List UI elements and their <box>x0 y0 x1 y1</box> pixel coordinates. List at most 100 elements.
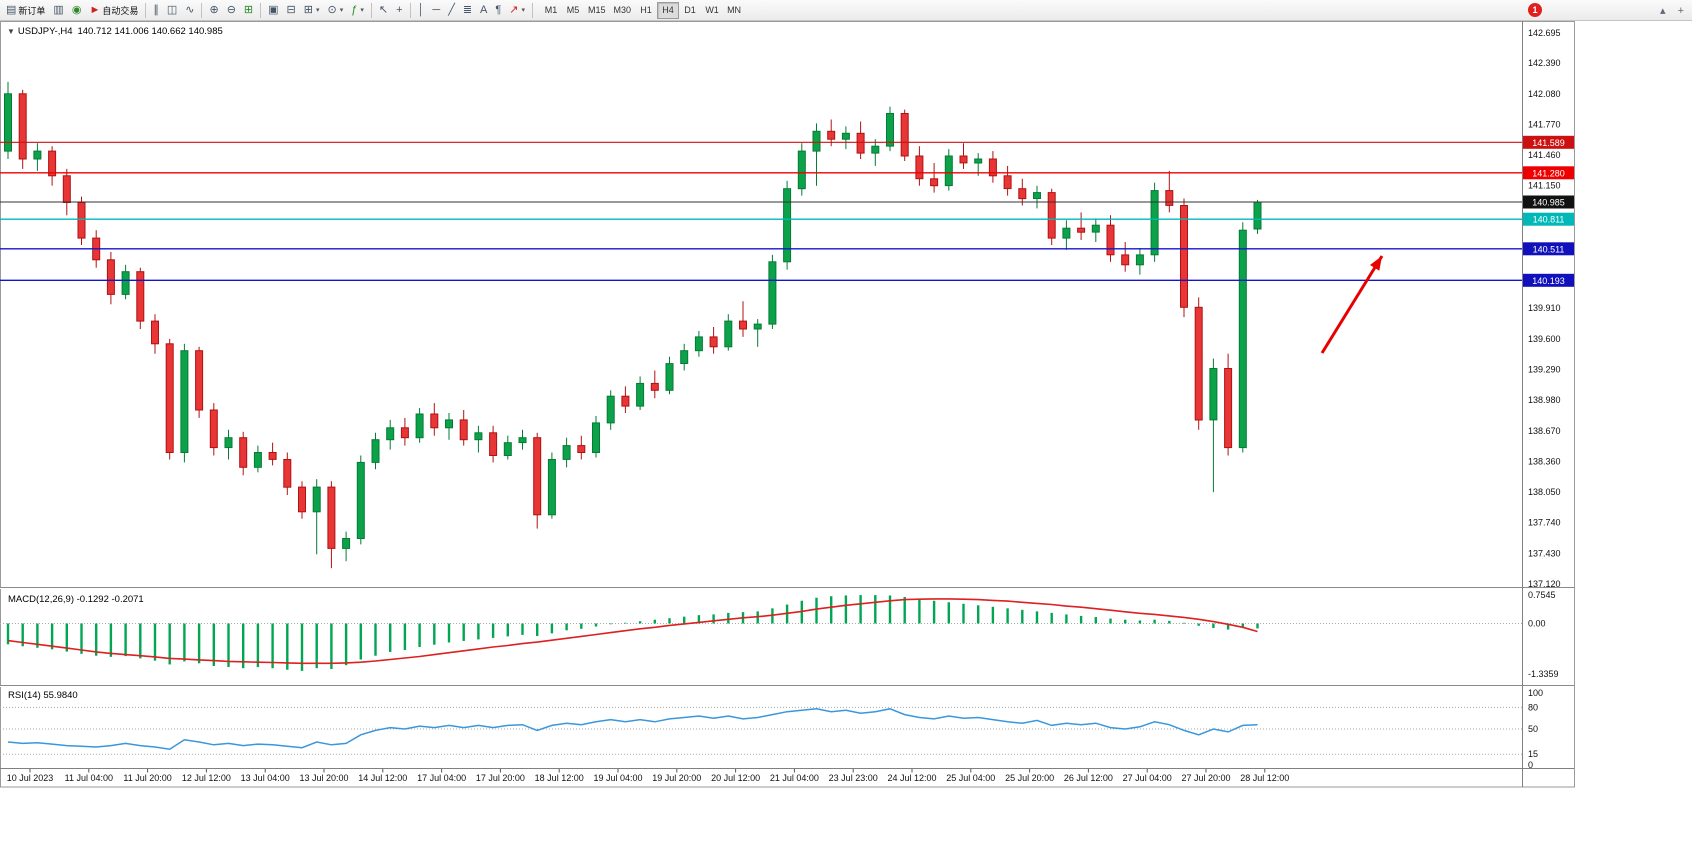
timeframe-m1-button[interactable]: M1 <box>540 2 562 19</box>
timeframe-d1-button[interactable]: D1 <box>679 2 701 19</box>
candle-body <box>1150 190 1159 256</box>
chart-window-icon: ▥ <box>53 3 64 16</box>
candle-body <box>900 113 909 157</box>
time-axis-label: 27 Jul 20:00 <box>1181 773 1230 783</box>
plus-icon: + <box>1677 4 1684 17</box>
price-axis-tick: 142.695 <box>1528 28 1561 38</box>
arrange-windows-button[interactable]: ⊟ <box>283 1 300 19</box>
chart-window: 142.695 142.390 142.080 141.770 141.460 141.1… <box>0 21 1692 850</box>
timeframe-m15-button[interactable]: M15 <box>584 2 610 19</box>
timeframe-mn-button[interactable]: MN <box>723 2 745 19</box>
horizontal-line-button[interactable]: ─ <box>428 1 444 19</box>
candle-body <box>694 336 703 352</box>
candle-body <box>1033 192 1041 200</box>
fibonacci-button[interactable]: ≣ <box>459 1 476 19</box>
price-badge-label: 140.985 <box>1532 197 1565 207</box>
trend-arrow[interactable] <box>1320 255 1384 354</box>
timeframe-m30-button[interactable]: M30 <box>610 2 636 19</box>
chart-window-button[interactable]: ▥ <box>49 1 67 19</box>
new-order-icon: ▤ <box>6 3 17 16</box>
time-axis-label: 20 Jul 12:00 <box>711 773 760 783</box>
profiles-button[interactable]: ◉ <box>68 1 86 19</box>
price-axis-tick: 139.290 <box>1528 365 1561 375</box>
collapse-triangle-icon[interactable]: ▼ <box>7 27 15 36</box>
candle-body <box>1165 190 1174 206</box>
candle-body <box>621 395 630 407</box>
toolbar-add-button[interactable]: + <box>1674 2 1688 20</box>
candle-body <box>753 323 762 330</box>
time-axis-label: 13 Jul 20:00 <box>299 773 348 783</box>
candle-body <box>518 437 527 444</box>
candle-body <box>224 437 233 449</box>
candle-body <box>533 437 542 516</box>
candle-body <box>253 452 262 468</box>
candle-body <box>739 320 747 330</box>
time-axis-label: 27 Jul 04:00 <box>1123 773 1172 783</box>
candlestick-chart-button[interactable]: ◫ <box>163 1 181 19</box>
vertical-line-button[interactable]: │ <box>414 1 429 19</box>
candlestick-chart[interactable]: 142.695 142.390 142.080 141.770 141.460 141.1… <box>0 21 1692 850</box>
candle-body <box>680 350 689 365</box>
zoom-out-button[interactable]: ⊖ <box>223 1 240 19</box>
cascade-windows-button[interactable]: ▣ <box>264 1 282 19</box>
candle-body <box>1238 229 1247 449</box>
price-badge-label: 140.511 <box>1533 244 1565 254</box>
time-axis-label: 25 Jul 04:00 <box>946 773 995 783</box>
timeframe-w1-button[interactable]: W1 <box>701 2 723 19</box>
candle-body <box>827 130 836 140</box>
notification-badge[interactable]: 1 <box>1528 3 1542 17</box>
bar-chart-button[interactable]: ∥ <box>149 1 163 19</box>
time-axis-label: 19 Jul 20:00 <box>652 773 701 783</box>
new-chart-button[interactable]: ⊞ ▾ <box>300 1 324 19</box>
candle-body <box>547 459 556 516</box>
candle-body <box>915 155 924 180</box>
zoom-in-icon: ⊕ <box>209 3 219 16</box>
tile-windows-button[interactable]: ⊞ <box>240 1 257 19</box>
crosshair-button[interactable]: + <box>392 1 406 19</box>
clock-icon: ⊙ <box>327 3 337 16</box>
candle-body <box>312 486 321 513</box>
candle-body <box>871 145 880 154</box>
chart-window-frame <box>0 21 1575 788</box>
arrows-objects-button[interactable]: ↗ ▾ <box>505 1 529 19</box>
candle-body <box>356 461 365 539</box>
tile-windows-icon: ⊞ <box>243 3 254 16</box>
time-axis-label: 26 Jul 12:00 <box>1064 773 1113 783</box>
candle-body <box>459 419 468 441</box>
candle-body <box>386 427 395 441</box>
autotrading-button[interactable]: ► 自动交易 <box>85 1 142 19</box>
trendline-button[interactable]: ╱ <box>444 1 459 19</box>
candle-body <box>1018 188 1027 200</box>
macd-label: MACD(12,26,9) -0.1292 -0.2071 <box>8 594 144 605</box>
timeframe-h1-button[interactable]: H1 <box>635 2 657 19</box>
rsi-label: RSI(14) 55.9840 <box>8 690 78 701</box>
candle-body <box>812 130 821 152</box>
period-button[interactable]: ⊙ ▾ <box>323 1 347 19</box>
text-label-button[interactable]: ¶ <box>491 1 505 19</box>
time-axis-label: 17 Jul 04:00 <box>417 773 466 783</box>
price-axis-tick: 142.080 <box>1528 89 1561 99</box>
timeframe-m5-button[interactable]: M5 <box>562 2 584 19</box>
price-axis-tick: 139.600 <box>1528 334 1561 344</box>
vertical-line-icon: │ <box>417 3 425 16</box>
text-button[interactable]: A <box>476 1 491 19</box>
price-axis-tick: 138.670 <box>1528 426 1561 436</box>
candle-body <box>886 113 894 147</box>
time-axis-label: 25 Jul 20:00 <box>1005 773 1054 783</box>
time-axis-label: 11 Jul 20:00 <box>123 773 171 783</box>
rsi-scale-label: 80 <box>1528 702 1538 712</box>
time-axis-label: 10 Jul 2023 <box>7 773 54 783</box>
timeframe-h4-button[interactable]: H4 <box>657 1 680 19</box>
cursor-button[interactable]: ↖ <box>375 1 392 19</box>
zoom-in-button[interactable]: ⊕ <box>205 1 222 19</box>
price-badge-label: 140.193 <box>1532 276 1565 286</box>
rsi-scale-label: 15 <box>1528 749 1538 759</box>
candle-body <box>106 259 115 295</box>
bar-chart-icon: ∥ <box>153 3 159 16</box>
toolbar-scroll-button[interactable]: ▴ <box>1656 2 1670 20</box>
candle-body <box>1106 224 1115 256</box>
indicators-button[interactable]: ƒ ▾ <box>347 1 368 19</box>
new-order-button[interactable]: ▤ 新订单 <box>2 1 49 19</box>
line-chart-button[interactable]: ∿ <box>181 1 198 19</box>
profiles-icon: ◉ <box>71 3 82 16</box>
